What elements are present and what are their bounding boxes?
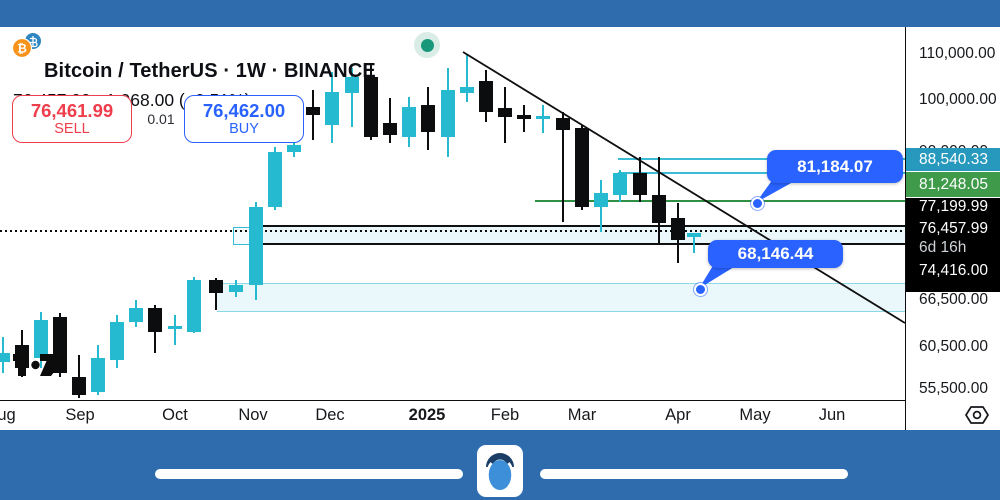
candle-body — [325, 92, 339, 126]
candles-layer — [0, 27, 905, 400]
candle-body — [594, 192, 608, 207]
x-month-label: Jun — [818, 406, 846, 424]
candle-wick — [466, 54, 468, 103]
price-axis[interactable]: 110,000.00100,000.0090,000.0066,500.0060… — [905, 27, 1000, 430]
candle-body — [306, 107, 320, 116]
candle-body — [536, 116, 550, 119]
time-axis[interactable]: Aug Sep Oct Nov Dec 2025 Feb Mar Apr May Jun — [0, 400, 905, 431]
candle-body — [287, 144, 301, 152]
candle-body — [687, 232, 701, 237]
candle-body — [652, 195, 666, 224]
price-axis-label: 81,248.05 — [906, 172, 1000, 197]
x-month-label: Nov — [238, 406, 268, 424]
candle-body — [129, 308, 143, 322]
candle-wick — [78, 354, 80, 398]
candle-body — [402, 107, 416, 137]
candle-body — [91, 357, 105, 392]
candle-body — [34, 319, 48, 358]
price-axis-label: 88,540.33 — [906, 148, 1000, 171]
tradingview-watermark-icon — [13, 354, 65, 376]
x-month-label: Sep — [65, 406, 95, 424]
bottom-system-bar — [0, 430, 1000, 500]
candle-body — [364, 77, 378, 137]
candle-wick — [215, 277, 217, 310]
buy-price: 76,462.00 — [202, 100, 286, 122]
candle-body — [575, 127, 589, 207]
callout-anchor-dot — [693, 282, 707, 296]
candle-body — [187, 279, 201, 332]
candle-body — [421, 105, 435, 132]
y-tick: 110,000.00 — [919, 44, 996, 62]
top-system-strip — [0, 0, 1000, 27]
candle-body — [498, 108, 512, 117]
x-month-label: Dec — [315, 406, 345, 424]
price-axis-black-row: 6d 16h — [919, 239, 967, 256]
candle-body — [671, 218, 685, 240]
sell-label: SELL — [54, 121, 90, 138]
candle-body — [148, 308, 162, 332]
candle-body — [517, 115, 531, 119]
buy-button[interactable]: 76,462.00 BUY — [184, 95, 304, 143]
candle-wick — [542, 105, 544, 133]
buy-label: BUY — [229, 121, 259, 138]
candle-body — [168, 325, 182, 329]
price-scale-settings-icon[interactable] — [962, 403, 992, 427]
candle-body — [229, 284, 243, 292]
x-month-label: Mar — [567, 406, 597, 424]
candle-body — [209, 279, 223, 293]
x-month-label: May — [739, 406, 771, 424]
x-month-label: 2025 — [408, 406, 446, 424]
bottom-right-handle[interactable] — [540, 469, 848, 479]
candle-wick — [174, 315, 176, 345]
candle-body — [613, 172, 627, 195]
candle-body — [0, 352, 10, 362]
candle-body — [249, 207, 263, 285]
bottom-left-handle[interactable] — [155, 469, 463, 479]
candle-body — [441, 89, 455, 137]
screenshot-app-icon[interactable] — [477, 445, 523, 497]
y-tick: 60,500.00 — [919, 337, 988, 355]
candle-body — [345, 77, 359, 93]
price-callout[interactable]: 81,184.07 — [767, 150, 903, 183]
y-tick: 66,500.00 — [919, 291, 988, 309]
x-month-label: Apr — [665, 406, 691, 424]
price-axis-black-row: 74,416.00 — [919, 262, 988, 279]
y-tick: 55,500.00 — [919, 380, 988, 398]
y-tick: 100,000.00 — [919, 91, 997, 109]
sell-button[interactable]: 76,461.99 SELL — [12, 95, 132, 143]
candle-body — [110, 321, 124, 360]
candle-body — [633, 172, 647, 195]
candle-body — [556, 118, 570, 130]
price-axis-black-row: 77,199.99 — [919, 198, 988, 215]
x-month-label: Oct — [162, 406, 188, 424]
candle-wick — [351, 68, 353, 127]
price-level-line — [0, 230, 905, 232]
chart-area[interactable]: 81,184.07 68,146.44 — [0, 27, 905, 400]
price-axis-black-block: 77,199.99 76,457.99 6d 16h 74,416.00 — [906, 198, 1000, 292]
x-month-label: Aug — [0, 406, 16, 424]
candle-body — [72, 377, 86, 395]
price-axis-black-row: 76,457.99 — [919, 220, 988, 237]
x-month-label: Feb — [490, 406, 520, 424]
callout-anchor-dot — [750, 197, 764, 211]
candle-body — [460, 87, 474, 93]
candle-body — [479, 81, 493, 112]
candle-body — [383, 123, 397, 135]
sell-price: 76,461.99 — [30, 100, 114, 122]
price-callout[interactable]: 68,146.44 — [708, 240, 843, 268]
candle-body — [268, 151, 282, 207]
candle-wick — [389, 97, 391, 143]
